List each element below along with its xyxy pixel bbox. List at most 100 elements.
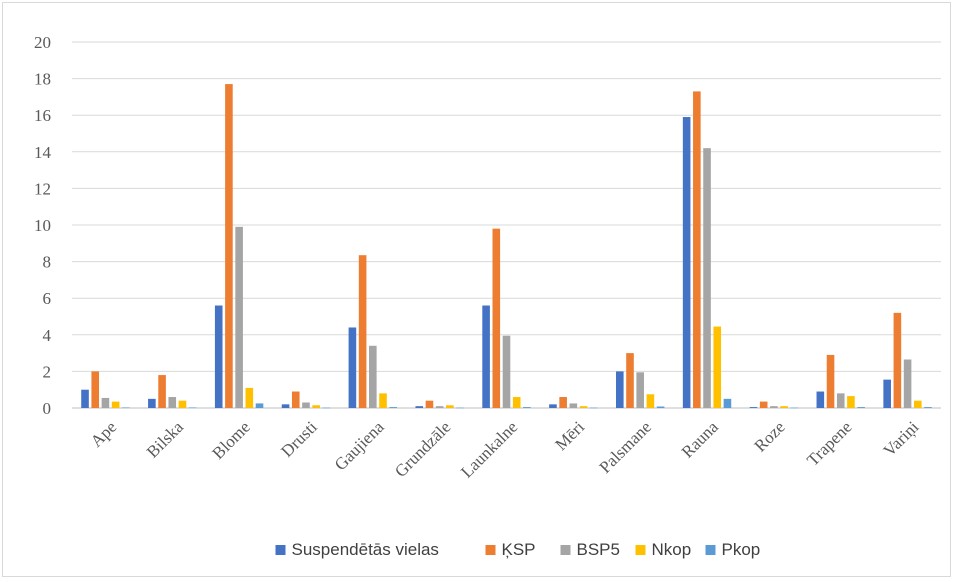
legend-swatch <box>485 545 496 555</box>
bar <box>816 391 825 408</box>
bar <box>245 387 254 408</box>
bar <box>101 397 110 408</box>
x-tick-label: Palsmane <box>596 417 656 477</box>
bar <box>682 117 691 408</box>
bar <box>255 403 264 408</box>
x-tick-label: Trapene <box>803 417 855 469</box>
bar <box>91 371 100 408</box>
bar <box>857 407 865 408</box>
bar <box>913 400 922 408</box>
bar <box>122 407 130 409</box>
bar <box>389 407 398 408</box>
y-tick-label: 4 <box>43 326 52 345</box>
bar <box>656 406 665 408</box>
y-tick-label: 16 <box>34 106 51 125</box>
x-tick-label: Launkalne <box>457 417 521 481</box>
bar <box>703 148 711 408</box>
bar <box>559 397 567 408</box>
y-tick-label: 20 <box>34 33 51 52</box>
bar <box>302 402 310 408</box>
bar <box>168 397 177 408</box>
x-tick-label: Grundzāle <box>391 417 455 481</box>
bar <box>626 353 634 408</box>
bar <box>456 407 464 409</box>
bar <box>749 407 758 408</box>
bar <box>358 255 367 408</box>
bar <box>312 405 320 408</box>
bar <box>883 379 891 408</box>
bar <box>111 401 120 408</box>
bar <box>512 397 521 408</box>
bar <box>579 406 588 408</box>
bar <box>589 407 598 409</box>
bar <box>188 407 197 409</box>
y-tick-label: 0 <box>43 399 52 418</box>
bar <box>646 394 655 408</box>
bar <box>847 396 855 408</box>
legend-label: Suspendētās vielas <box>292 540 439 559</box>
bar <box>549 404 557 408</box>
bar <box>178 400 187 408</box>
bar <box>322 407 331 409</box>
bar <box>893 312 902 408</box>
y-tick-label: 14 <box>34 143 52 162</box>
bar <box>693 91 701 408</box>
legend-swatch <box>635 545 646 555</box>
bar <box>379 393 387 408</box>
bar <box>903 359 912 408</box>
legend-swatch <box>275 545 286 555</box>
bar <box>924 407 932 408</box>
legend-label: BSP5 <box>577 540 620 559</box>
y-tick-label: 12 <box>34 179 51 198</box>
bar <box>435 406 444 408</box>
bar <box>826 354 835 408</box>
x-tick-label: Roze <box>751 417 789 455</box>
bar <box>780 406 788 408</box>
x-tick-label: Mēri <box>551 417 588 454</box>
bar <box>482 305 490 408</box>
legend-label: Nkop <box>652 540 692 559</box>
bar <box>502 335 511 408</box>
bar <box>214 305 223 408</box>
bar <box>615 371 624 408</box>
bar <box>425 400 434 408</box>
legend-label: ĶSP <box>502 540 536 559</box>
bar <box>713 326 722 408</box>
bar <box>369 345 377 408</box>
bar <box>836 393 845 408</box>
bar <box>225 84 233 408</box>
x-tick-label: Bilska <box>143 417 187 461</box>
x-tick-label: Drusti <box>277 417 321 461</box>
y-tick-label: 6 <box>43 289 52 308</box>
y-tick-label: 2 <box>43 362 52 381</box>
bar <box>790 407 799 409</box>
bar <box>415 406 424 408</box>
bar <box>523 407 531 408</box>
bar <box>770 406 778 408</box>
bar <box>148 398 156 408</box>
legend-swatch <box>705 545 716 555</box>
legend-label: Pkop <box>722 540 761 559</box>
x-tick-label: Blome <box>208 417 253 462</box>
legend-swatch <box>560 545 571 555</box>
y-tick-label: 10 <box>34 216 51 235</box>
bar <box>446 405 454 408</box>
bar <box>235 226 243 408</box>
y-tick-label: 8 <box>43 253 52 272</box>
x-tick-label: Rauna <box>678 417 722 461</box>
bar <box>759 401 768 408</box>
bar <box>723 398 732 408</box>
bar <box>281 404 290 408</box>
x-tick-label: Variņi <box>880 417 923 460</box>
bar <box>636 372 644 408</box>
x-tick-label: Gaujiena <box>331 417 388 474</box>
bar <box>348 327 357 408</box>
bar <box>569 403 578 408</box>
x-tick-label: Ape <box>87 417 120 450</box>
y-tick-label: 18 <box>34 70 51 89</box>
bar <box>492 228 501 408</box>
bar <box>158 375 166 408</box>
bar <box>291 391 300 408</box>
